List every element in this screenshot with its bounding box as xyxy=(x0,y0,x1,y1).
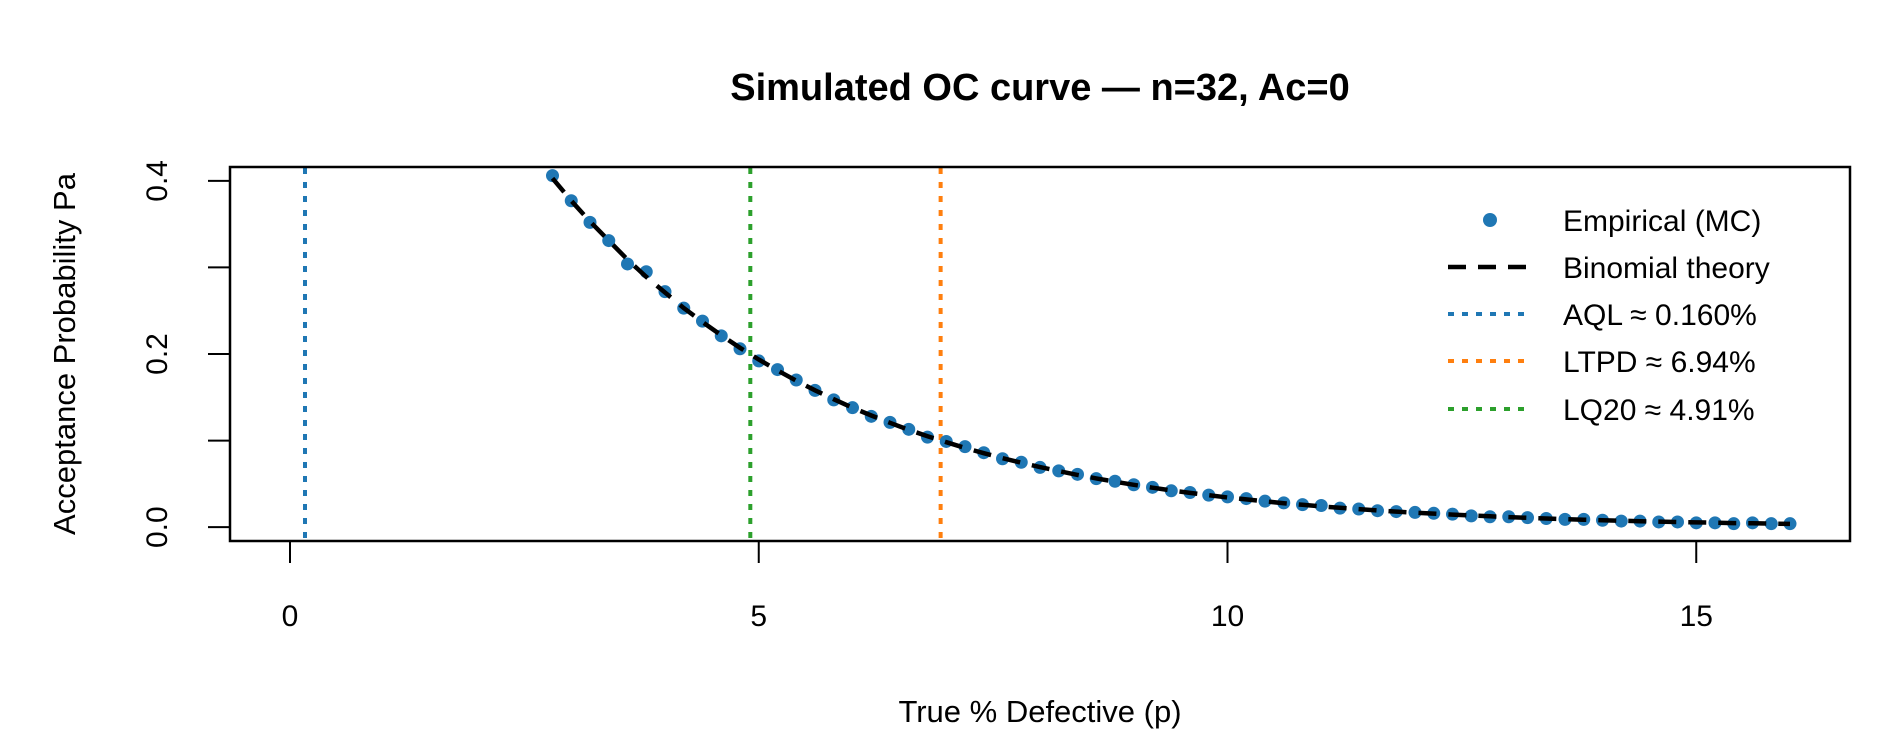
x-tick-label: 5 xyxy=(750,600,767,633)
empirical-point xyxy=(1052,464,1066,478)
legend-label: Empirical (MC) xyxy=(1563,205,1761,238)
binomial-theory-line xyxy=(550,176,1791,527)
empirical-point xyxy=(1614,514,1628,528)
empirical-point xyxy=(1202,488,1216,502)
empirical-point xyxy=(996,452,1009,466)
empirical-point xyxy=(1408,505,1422,519)
legend-label: Binomial theory xyxy=(1563,252,1770,285)
y-axis: 0.0 0.2 0.4 xyxy=(141,160,230,548)
x-tick-label: 10 xyxy=(1211,600,1244,633)
empirical-point xyxy=(958,440,972,454)
x-axis-label: True % Defective (p) xyxy=(898,694,1181,729)
x-tick-label: 0 xyxy=(282,600,299,633)
empirical-point xyxy=(1671,515,1684,529)
empirical-point xyxy=(621,257,634,271)
chart-title: Simulated OC curve — n=32, Ac=0 xyxy=(730,67,1350,109)
legend-label: LTPD ≈ 6.94% xyxy=(1563,346,1756,379)
y-tick-label: 0.0 xyxy=(141,506,174,548)
empirical-point xyxy=(902,422,916,436)
empirical-point xyxy=(602,234,616,248)
legend: Empirical (MC) Binomial theory AQL ≈ 0.160… xyxy=(1448,205,1770,427)
x-tick-label: 15 xyxy=(1680,600,1713,633)
reference-lines xyxy=(303,168,943,540)
empirical-point xyxy=(1371,504,1384,518)
empirical-point xyxy=(1464,509,1478,523)
legend-marker-points xyxy=(1483,213,1497,227)
empirical-point xyxy=(1014,455,1028,469)
empirical-point xyxy=(1108,474,1122,488)
empirical-point xyxy=(1221,490,1234,504)
legend-label: LQ20 ≈ 4.91% xyxy=(1563,394,1755,427)
empirical-point xyxy=(1708,516,1722,530)
y-tick-label: 0.4 xyxy=(141,160,174,202)
series-layer xyxy=(546,169,1797,531)
empirical-point xyxy=(1521,511,1534,525)
empirical-point xyxy=(1258,494,1272,508)
y-tick-label: 0.2 xyxy=(141,333,174,375)
empirical-point xyxy=(1558,512,1572,526)
empirical-point xyxy=(1314,499,1328,513)
legend-label: AQL ≈ 0.160% xyxy=(1563,299,1757,332)
empirical-point xyxy=(1764,517,1778,531)
x-axis: 0 5 10 15 xyxy=(282,540,1713,633)
y-axis-label: Acceptance Probability Pa xyxy=(47,172,82,535)
empirical-point xyxy=(1164,484,1178,498)
